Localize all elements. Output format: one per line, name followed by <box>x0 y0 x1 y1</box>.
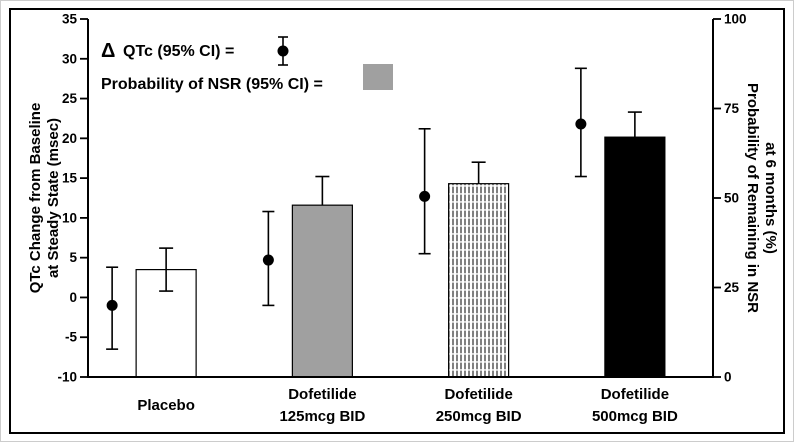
category-label: Dofetilide <box>288 386 356 403</box>
category-label: Dofetilide <box>601 386 669 403</box>
nsr-bar <box>604 136 666 378</box>
left-tick-label: -5 <box>65 330 77 345</box>
right-tick-label: 75 <box>724 101 740 116</box>
nsr-bar <box>291 204 353 378</box>
category-label: Placebo <box>137 397 195 414</box>
right-tick-label: 50 <box>724 191 739 206</box>
left-tick-label: 25 <box>62 91 78 106</box>
legend-qtc-marker-dot <box>277 45 289 57</box>
left-tick-label: 0 <box>69 290 77 305</box>
qtc-point <box>419 190 431 202</box>
right-axis-title: Probability of Remaining in NSR <box>744 83 761 313</box>
right-tick-label: 100 <box>724 12 747 27</box>
left-tick-label: 15 <box>62 171 78 186</box>
legend-delta: Δ <box>101 40 115 62</box>
category-label: 250mcg BID <box>436 408 522 425</box>
category-label: Dofetilide <box>444 386 512 403</box>
right-tick-label: 25 <box>724 280 740 295</box>
qtc-point <box>262 254 274 266</box>
left-tick-label: 5 <box>69 250 77 265</box>
left-tick-label: 35 <box>62 12 78 27</box>
left-tick-label: 10 <box>62 210 77 225</box>
legend-nsr-swatch <box>363 64 393 90</box>
left-tick-label: 20 <box>62 131 77 146</box>
qtc-point <box>575 118 587 130</box>
left-axis-title: at Steady State (msec) <box>45 118 62 278</box>
category-label: 125mcg BID <box>279 408 365 425</box>
left-tick-label: -10 <box>57 370 77 385</box>
legend-qtc-label: QTc (95% CI) = <box>123 43 234 60</box>
qtc-point <box>106 299 118 311</box>
nsr-bar <box>448 183 510 378</box>
left-axis-title: QTc Change from Baseline <box>27 103 44 294</box>
legend-nsr-label: Probability of NSR (95% CI) = <box>101 76 323 93</box>
left-tick-label: 30 <box>62 51 77 66</box>
right-tick-label: 0 <box>724 370 732 385</box>
chart-frame: 35 30 25 20 15 10 5 0 -5 -10 0 25 50 75 100 Placebo Dofe… <box>9 8 785 434</box>
right-axis-title: at 6 months (%) <box>762 142 779 254</box>
category-label: 500mcg BID <box>592 408 678 425</box>
